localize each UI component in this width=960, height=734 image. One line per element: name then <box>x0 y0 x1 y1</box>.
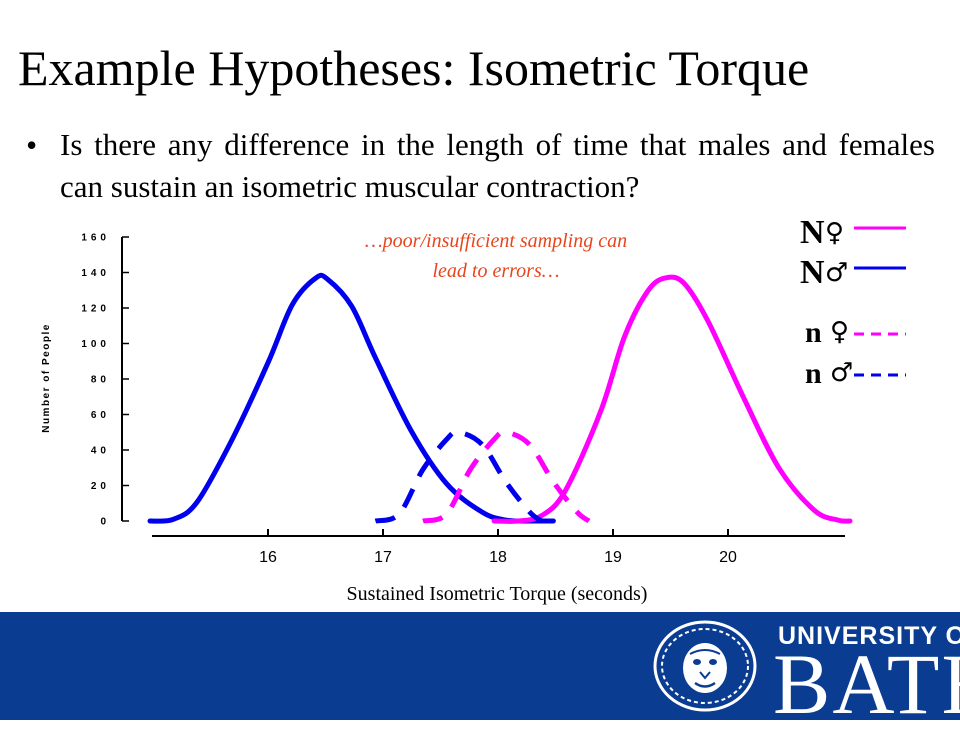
y-tick-label: 160 <box>81 233 110 244</box>
bullet-point: • Is there any difference in the length … <box>26 124 936 202</box>
y-tick-label: 40 <box>91 446 110 457</box>
male-symbol-icon: ♂ <box>830 358 853 388</box>
torque-distribution-chart: 0 20 40 60 80 100 120 140 160 Number of People 16… <box>41 214 906 605</box>
y-tick-label: 120 <box>81 304 110 315</box>
footer-banner: UNIVERSITY OF BATH <box>0 612 960 732</box>
legend-item: N ♂ <box>800 254 906 291</box>
y-tick-label: 140 <box>81 268 110 279</box>
bullet-dot-icon: • <box>26 127 38 163</box>
female-symbol-icon: ♀ <box>825 218 844 248</box>
series-line-solid-1 <box>491 274 853 524</box>
y-tick-label: 60 <box>91 410 110 421</box>
legend-item: n ♂ <box>805 357 906 390</box>
bullet-text: Is there any difference in the length of… <box>60 127 935 202</box>
female-symbol-icon: ♀ <box>830 317 849 347</box>
x-tick-label: 17 <box>374 549 392 566</box>
legend-letter: n <box>805 316 822 349</box>
male-symbol-icon: ♂ <box>825 258 848 288</box>
legend-letter: N <box>800 214 825 251</box>
y-axis: 0 20 40 60 80 100 120 140 160 Number of People <box>41 233 129 528</box>
legend-letter: n <box>805 357 822 390</box>
legend-item: N ♀ <box>800 214 906 251</box>
y-tick-label: 0 <box>100 517 110 528</box>
series-line-dashed-2 <box>374 429 543 524</box>
legend-item: n ♀ <box>805 316 906 349</box>
slide-title: Example Hypotheses: Isometric Torque <box>18 40 810 96</box>
legend-letter: N <box>800 254 825 291</box>
sun-face-crest-icon <box>653 620 757 712</box>
annotation-line: lead to errors… <box>432 260 559 282</box>
series-lines <box>147 272 853 524</box>
x-axis-label: Sustained Isometric Torque (seconds) <box>347 583 648 605</box>
annotation-line: …poor/insufficient sampling can <box>365 230 627 252</box>
y-tick-label: 100 <box>81 339 110 350</box>
series-line-dashed-3 <box>422 429 591 524</box>
logo-line-university-of: UNIVERSITY OF <box>778 622 960 650</box>
x-tick-label: 20 <box>719 549 737 566</box>
x-tick-label: 16 <box>259 549 277 566</box>
x-axis: 16 17 18 19 20 Sustained Isometric Torque (se… <box>152 529 845 605</box>
x-tick-label: 18 <box>489 549 507 566</box>
y-axis-label: Number of People <box>41 323 52 433</box>
y-tick-label: 80 <box>91 375 110 386</box>
y-tick-label: 20 <box>91 481 110 492</box>
legend: N ♀N ♂n ♀n ♂ <box>800 214 906 390</box>
logo-line-bath: BATH <box>773 636 960 732</box>
series-line-solid-0 <box>147 272 556 524</box>
x-tick-label: 19 <box>604 549 622 566</box>
annotation: …poor/insufficient sampling can lead to e… <box>365 230 627 282</box>
